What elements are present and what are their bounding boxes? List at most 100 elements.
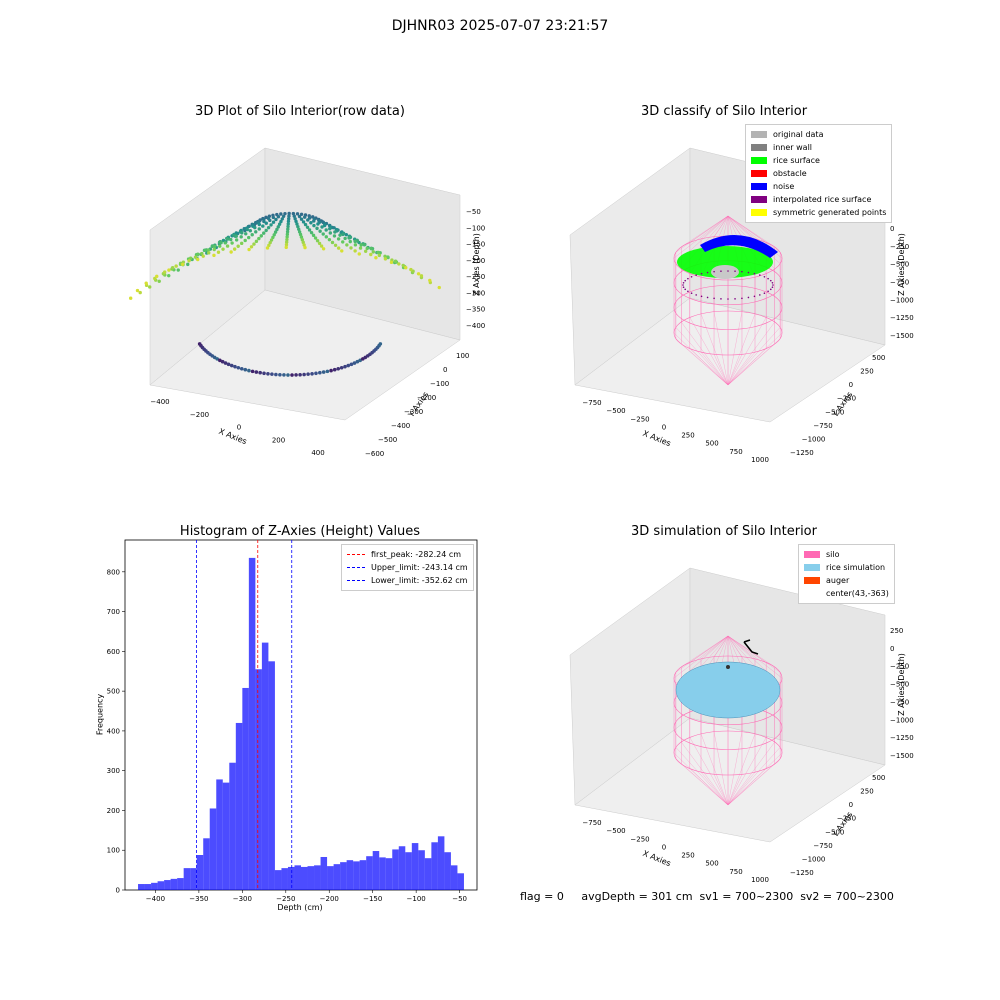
point-cloud-dot [328,227,332,231]
point-cloud-dot [258,370,262,375]
point-cloud-dot [210,244,214,249]
interpolated-point [753,295,756,298]
interpolated-point [713,270,715,273]
panel1-ytick-label: −400 [391,422,410,430]
point-cloud-dot [257,236,261,241]
panel4-title: 3D simulation of Silo Interior [631,524,817,539]
point-cloud-dot [203,248,207,252]
point-cloud-dot [257,222,262,227]
histogram-xlabel: Depth (cm) [277,903,323,912]
histogram-bar [235,722,243,890]
point-cloud-dot [300,238,305,242]
point-cloud-dot [274,372,278,377]
panel1-zlabel: Z Axies (Depth) [471,233,481,296]
histogram-ytick-label: 800 [107,568,120,576]
point-cloud-dot [341,240,345,244]
histogram-bar [301,866,308,890]
point-cloud-dot [287,217,291,221]
histogram-xtick-label: −350 [189,895,208,903]
interpolated-point [684,279,687,282]
point-cloud-dot [269,223,273,227]
histogram-xtick-label: −100 [407,895,426,903]
point-cloud-dot [278,372,282,377]
point-cloud-dot [302,372,306,377]
point-cloud-dot [232,247,237,251]
histogram-bar [314,865,321,890]
interpolated-point [727,270,729,272]
point-cloud-dot [293,217,297,221]
histogram-bar [431,842,438,890]
histogram-xtick-label: −200 [320,895,339,903]
auger-marker [743,639,759,655]
legend-interpolated: interpolated rice surface [751,193,886,206]
panel1-3d-axes [128,147,461,421]
interpolated-point [734,270,736,272]
point-cloud-dot [301,220,306,224]
silo-ring [673,310,783,356]
point-cloud-dot [318,229,322,233]
point-cloud-dot [262,231,266,235]
point-cloud-dot [359,243,363,247]
point-cloud-dot [240,231,244,235]
point-cloud-dot [283,211,287,216]
point-cloud-dot [254,230,258,234]
point-cloud-dot [329,368,333,373]
point-cloud-dot [344,232,349,237]
point-cloud-dot [286,219,291,224]
legend-auger: auger [804,574,889,587]
histogram-xtick-label: −250 [276,895,295,903]
point-cloud-dot [264,221,268,225]
panel1-ztick-label: −300 [466,289,485,297]
point-cloud-dot [341,232,345,237]
point-cloud-dot [239,366,244,371]
point-cloud-dot [345,243,349,247]
point-cloud-dot [281,214,286,218]
point-cloud-dot [167,268,171,272]
histogram-bar [183,868,191,890]
point-cloud-dot [317,241,322,246]
panel2-xtick-label: 500 [705,440,718,448]
interpolated-point [747,296,750,299]
panel4-xtick-label: 1000 [751,876,769,884]
silo-ring [673,730,783,776]
point-cloud-dot [353,249,357,253]
interpolated-point [690,275,693,278]
panel2-title: 3D classify of Silo Interior [640,104,808,119]
point-cloud-dot [229,250,233,254]
point-cloud-dot [250,369,255,374]
point-cloud-dot [318,370,322,375]
point-cloud-dot [275,227,279,232]
point-cloud-dot [176,268,180,272]
interpolated-point [747,271,750,274]
interpolated-point [767,277,769,280]
histogram-bar [190,868,197,890]
interpolated-point [767,290,769,293]
panel4-ytick-label: 250 [860,788,873,796]
point-cloud-dot [276,215,281,219]
point-cloud-dot [245,227,250,232]
point-cloud-dot [309,230,314,235]
point-cloud-dot [296,224,300,229]
point-cloud-dot [343,364,347,369]
point-cloud-dot [325,369,330,374]
point-cloud-dot [299,235,304,239]
legend-obstacle: obstacle [751,167,886,180]
point-cloud-dot [312,223,316,228]
point-cloud-dot [358,358,362,363]
panel2-xtick-label: −500 [606,407,625,415]
point-cloud-dot [332,234,337,238]
point-cloud-dot [279,212,283,216]
panel4-ytick-label: −500 [825,828,844,836]
panel1-xtick-label: −200 [190,411,209,419]
point-cloud-dot [295,222,299,226]
point-cloud-dot [295,212,300,216]
figure-title: DJHNR03 2025-07-07 23:21:57 [391,18,609,34]
point-cloud-dot [268,218,272,223]
panel4-ztick-label: −750 [890,698,909,706]
legend-rice-simulation: rice simulation [804,561,889,574]
panel1-xtick-label: 200 [272,436,285,444]
interpolated-point [713,297,715,300]
histogram-bar [333,864,341,890]
panel1-xtick-label: −400 [150,398,169,406]
